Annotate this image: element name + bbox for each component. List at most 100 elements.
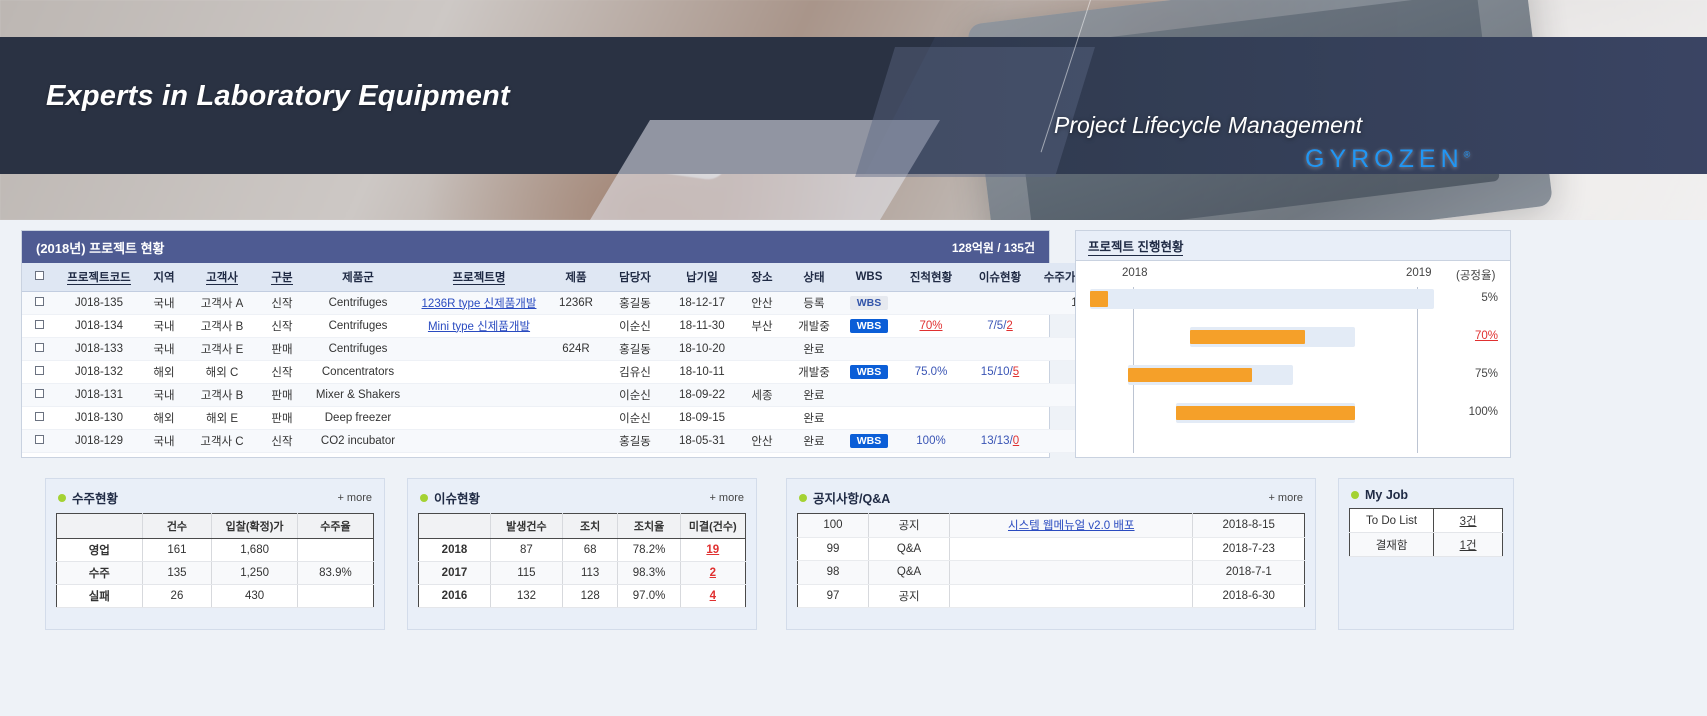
cell-project-name[interactable]: Mini type 신제품개발 — [410, 314, 548, 338]
cell-status: 완료 — [786, 429, 842, 453]
cell-wbs[interactable]: WBS — [842, 360, 896, 384]
list-item[interactable]: 97 공지 2018-6-30 — [797, 584, 1305, 608]
row-checkbox-cell[interactable] — [22, 429, 56, 453]
wbs-badge[interactable]: WBS — [849, 433, 889, 448]
myjob-cell-count[interactable]: 1건 — [1433, 532, 1503, 557]
gantt-bar-fill — [1189, 330, 1306, 344]
issues-widget-title: 이슈현황 — [420, 488, 480, 507]
open-count-link[interactable]: 2 — [709, 567, 716, 579]
wbs-badge[interactable]: WBS — [849, 364, 889, 379]
myjob-count-link[interactable]: 3건 — [1459, 515, 1477, 528]
select-all-header[interactable] — [22, 263, 56, 292]
row-checkbox-cell[interactable] — [22, 383, 56, 407]
cell-project-code: J018-131 — [56, 383, 142, 407]
col-project-name[interactable]: 프로젝트명 — [410, 263, 548, 292]
issues-col-open: 미결(건수) — [680, 513, 746, 539]
col-progress[interactable]: 진척현황 — [896, 263, 966, 292]
issues-cell-open[interactable]: 19 — [680, 538, 746, 562]
notice-cell-subject[interactable]: 시스템 웹메뉴얼 v2.0 배포 — [949, 513, 1194, 538]
cell-type: 판매 — [258, 337, 306, 361]
orders-more-link[interactable]: + more — [337, 491, 372, 504]
table-row[interactable]: J018-135 국내 고객사 A 신작 Centrifuges 1236R type 신… — [22, 291, 1114, 315]
col-product[interactable]: 제품 — [548, 263, 604, 292]
project-table-body: J018-135 국내 고객사 A 신작 Centrifuges 1236R type 신… — [22, 291, 1114, 453]
gantt-bar-track[interactable] — [1127, 365, 1293, 385]
orders-col-blank — [56, 513, 143, 539]
table-row[interactable]: J018-132 해외 해외 C 신작 Concentrators 김유신 18-10-11… — [22, 360, 1114, 384]
issues-cell-open[interactable]: 2 — [680, 561, 746, 585]
myjob-cell-label: To Do List — [1349, 508, 1435, 533]
col-place[interactable]: 장소 — [738, 263, 786, 292]
row-checkbox-cell[interactable] — [22, 291, 56, 315]
cell-wbs[interactable]: WBS — [842, 429, 896, 453]
gantt-chart: 2018 2019 (공정율) 5% 70% 75% 100% — [1076, 261, 1510, 457]
col-region[interactable]: 지역 — [142, 263, 186, 292]
cell-wbs[interactable]: WBS — [842, 314, 896, 338]
col-wbs[interactable]: WBS — [842, 263, 896, 292]
col-customer[interactable]: 고객사 — [186, 263, 258, 292]
notice-more-link[interactable]: + more — [1268, 491, 1303, 504]
cell-wbs[interactable]: WBS — [842, 291, 896, 315]
row-checkbox[interactable] — [34, 388, 44, 398]
project-table: 프로젝트코드 지역 고객사 구분 제품군 프로젝트명 제품 담당자 납기일 장소… — [22, 263, 1114, 453]
row-checkbox[interactable] — [34, 365, 44, 375]
wbs-badge[interactable]: WBS — [849, 295, 889, 310]
gantt-bar-track[interactable] — [1176, 403, 1355, 423]
gantt-panel-header: 프로젝트 진행현황 — [1076, 231, 1510, 261]
notice-cell-type: 공지 — [868, 513, 951, 538]
project-name-link[interactable]: Mini type 신제품개발 — [427, 320, 531, 333]
cell-due-date: 18-09-15 — [666, 406, 738, 430]
list-item[interactable]: 99 Q&A 2018-7-23 — [797, 537, 1305, 561]
select-all-checkbox[interactable] — [34, 270, 44, 280]
myjob-cell-count[interactable]: 3건 — [1433, 508, 1503, 533]
list-item[interactable]: 98 Q&A 2018-7-1 — [797, 560, 1305, 585]
row-checkbox-cell[interactable] — [22, 314, 56, 338]
project-name-link[interactable]: 1236R type 신제품개발 — [421, 297, 537, 310]
col-status[interactable]: 상태 — [786, 263, 842, 292]
notice-subject-link[interactable]: 시스템 웹메뉴얼 v2.0 배포 — [1007, 520, 1135, 533]
row-checkbox-cell[interactable] — [22, 360, 56, 384]
col-owner[interactable]: 담당자 — [604, 263, 666, 292]
table-row[interactable]: J018-130 해외 해외 E 판매 Deep freezer 이순신 18-09-15 완… — [22, 406, 1114, 430]
col-project-code[interactable]: 프로젝트코드 — [56, 263, 142, 292]
row-checkbox[interactable] — [34, 411, 44, 421]
row-checkbox-cell[interactable] — [22, 406, 56, 430]
open-count-link[interactable]: 4 — [709, 590, 716, 602]
cell-product — [548, 360, 604, 384]
table-row[interactable]: J018-134 국내 고객사 B 신작 Centrifuges Mini type 신제… — [22, 314, 1114, 338]
cell-place: 세종 — [738, 383, 786, 407]
gantt-bar-track[interactable] — [1090, 289, 1434, 309]
issues-cell-open[interactable]: 4 — [680, 584, 746, 608]
cell-region: 국내 — [142, 314, 186, 338]
cell-product-group: Concentrators — [306, 360, 410, 384]
row-checkbox-cell[interactable] — [22, 337, 56, 361]
list-item[interactable]: 100 공지 시스템 웹메뉴얼 v2.0 배포 2018-8-15 — [797, 513, 1305, 538]
list-item[interactable]: To Do List 3건 — [1349, 508, 1503, 533]
col-issues[interactable]: 이슈현황 — [966, 263, 1034, 292]
table-row[interactable]: J018-129 국내 고객사 C 신작 CO2 incubator 홍길동 18-05-3… — [22, 429, 1114, 453]
issues-more-link[interactable]: + more — [709, 491, 744, 504]
cell-wbs — [842, 406, 896, 430]
col-type[interactable]: 구분 — [258, 263, 306, 292]
myjob-count-link[interactable]: 1건 — [1459, 539, 1477, 552]
cell-due-date: 18-10-11 — [666, 360, 738, 384]
row-checkbox[interactable] — [34, 319, 44, 329]
gantt-bar-track[interactable] — [1189, 327, 1355, 347]
list-item[interactable]: 결재함 1건 — [1349, 532, 1503, 557]
issues-cell-rate: 78.2% — [617, 538, 681, 562]
table-row[interactable]: J018-133 국내 고객사 E 판매 Centrifuges 624R 홍길동 18-10… — [22, 337, 1114, 361]
wbs-badge[interactable]: WBS — [849, 318, 889, 333]
cell-region: 국내 — [142, 291, 186, 315]
notice-cell-type: Q&A — [868, 537, 951, 561]
open-count-link[interactable]: 19 — [706, 544, 720, 556]
row-checkbox[interactable] — [34, 342, 44, 352]
row-checkbox[interactable] — [34, 296, 44, 306]
gantt-progress-label[interactable]: 70% — [1474, 330, 1498, 342]
orders-cell-label: 영업 — [56, 538, 143, 562]
cell-project-name[interactable]: 1236R type 신제품개발 — [410, 291, 548, 315]
table-row[interactable]: J018-131 국내 고객사 B 판매 Mixer & Shakers 이순신 18-09… — [22, 383, 1114, 407]
col-due-date[interactable]: 납기일 — [666, 263, 738, 292]
notice-widget-title: 공지사항/Q&A — [799, 488, 890, 507]
col-product-group[interactable]: 제품군 — [306, 263, 410, 292]
row-checkbox[interactable] — [34, 434, 44, 444]
